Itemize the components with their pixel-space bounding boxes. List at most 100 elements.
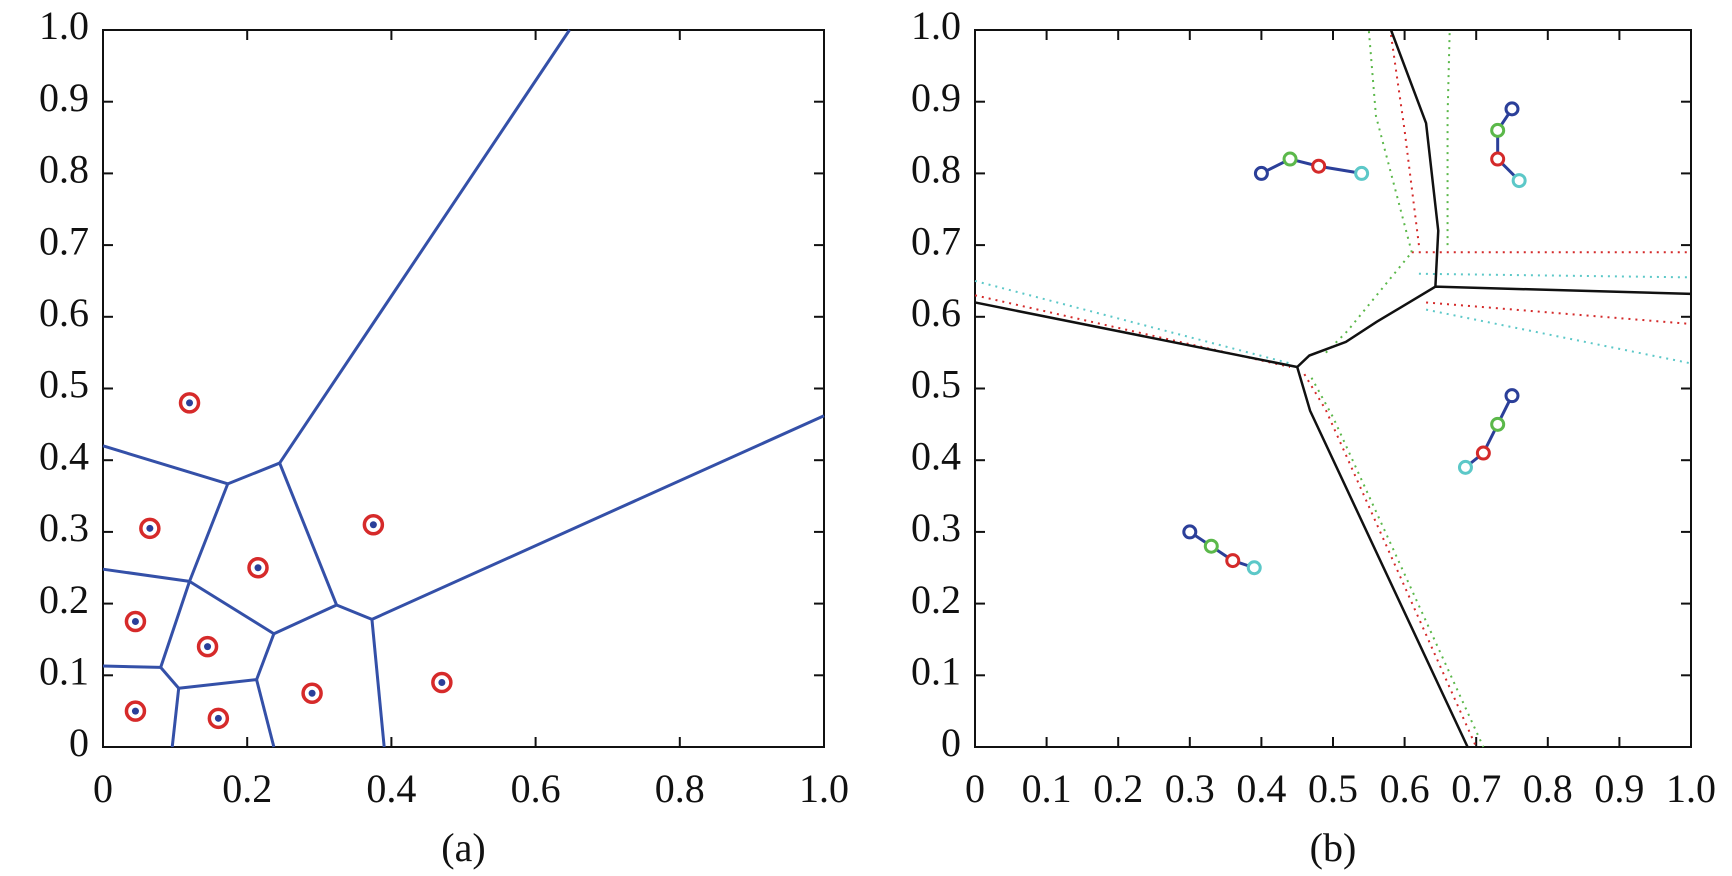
trajectory-line bbox=[1188, 530, 1255, 570]
boundary bbox=[1296, 366, 1469, 748]
trajectory-point bbox=[1253, 165, 1269, 181]
x-tick-label: 0 bbox=[965, 766, 985, 811]
dotted-boundary bbox=[1425, 301, 1692, 325]
y-tick-label: 0.3 bbox=[39, 505, 89, 550]
trajectory-point bbox=[1475, 445, 1491, 461]
y-tick-label: 0.9 bbox=[39, 75, 89, 120]
voronoi-edge bbox=[255, 679, 276, 748]
dotted-boundary bbox=[1303, 373, 1478, 748]
x-tick-label: 0.1 bbox=[1022, 766, 1072, 811]
x-tick-label: 0.4 bbox=[366, 766, 416, 811]
trajectory-point bbox=[1311, 158, 1327, 174]
x-tick-label: 0.2 bbox=[222, 766, 272, 811]
dotted-boundary bbox=[974, 294, 1291, 368]
y-tick-label: 0 bbox=[69, 720, 89, 765]
site-dot bbox=[204, 643, 212, 651]
trajectory-line bbox=[1496, 108, 1521, 182]
voronoi-edge bbox=[255, 633, 276, 681]
trajectory-point bbox=[1490, 151, 1506, 167]
site-dot bbox=[254, 564, 262, 572]
trajectory-point bbox=[1282, 151, 1298, 167]
y-tick-label: 0.1 bbox=[911, 648, 961, 693]
site-dot bbox=[131, 707, 139, 715]
y-tick-label: 0.2 bbox=[911, 577, 961, 622]
voronoi-edge bbox=[188, 580, 275, 635]
y-tick-label: 1.0 bbox=[39, 3, 89, 48]
voronoi-edge bbox=[273, 603, 338, 636]
trajectory-line bbox=[1260, 157, 1362, 175]
y-tick-label: 0.1 bbox=[39, 648, 89, 693]
plot-frame bbox=[974, 29, 1692, 748]
x-tick-label: 0.3 bbox=[1165, 766, 1215, 811]
x-tick-label: 0.8 bbox=[655, 766, 705, 811]
site-dot bbox=[369, 521, 377, 529]
voronoi-edge bbox=[178, 678, 257, 690]
voronoi-edge bbox=[278, 29, 571, 464]
voronoi-edge bbox=[370, 619, 386, 748]
trajectory-point bbox=[1354, 165, 1370, 181]
trajectory-point bbox=[1504, 101, 1520, 117]
trajectory-point bbox=[1182, 524, 1198, 540]
x-tick-label: 1.0 bbox=[799, 766, 849, 811]
y-tick-label: 0.8 bbox=[911, 147, 961, 192]
y-tick-label: 0.5 bbox=[39, 362, 89, 407]
voronoi-edge bbox=[188, 483, 230, 582]
x-tick-label: 0.2 bbox=[1093, 766, 1143, 811]
dotted-boundary bbox=[1446, 29, 1451, 246]
trajectory-point bbox=[1504, 388, 1520, 404]
dotted-boundary bbox=[1389, 29, 1420, 246]
y-tick-label: 0.6 bbox=[911, 290, 961, 335]
y-tick-label: 0.6 bbox=[39, 290, 89, 335]
y-tick-label: 0.7 bbox=[39, 218, 89, 263]
trajectory-point bbox=[1457, 459, 1473, 475]
voronoi-edge bbox=[227, 461, 281, 486]
x-tick-label: 0.8 bbox=[1523, 766, 1573, 811]
site-dot bbox=[214, 714, 222, 722]
trajectory-point bbox=[1490, 122, 1506, 138]
y-tick-label: 0 bbox=[941, 720, 961, 765]
site-dot bbox=[146, 524, 154, 532]
y-tick-label: 0.9 bbox=[911, 75, 961, 120]
x-tick-label: 0.6 bbox=[511, 766, 561, 811]
y-tick-label: 0.4 bbox=[39, 433, 89, 478]
dotted-boundary bbox=[1310, 377, 1485, 748]
trajectory-point bbox=[1203, 538, 1219, 554]
voronoi-edge bbox=[102, 444, 229, 486]
x-tick-label: 1.0 bbox=[1666, 766, 1716, 811]
trajectory-point bbox=[1511, 173, 1527, 189]
y-tick-label: 0.2 bbox=[39, 577, 89, 622]
y-tick-label: 0.7 bbox=[911, 218, 961, 263]
x-tick-label: 0 bbox=[93, 766, 113, 811]
trajectory-point bbox=[1225, 553, 1241, 569]
boundary bbox=[974, 285, 1692, 369]
voronoi-edge bbox=[159, 580, 191, 668]
panel-label: (a) bbox=[441, 825, 485, 870]
dotted-boundary bbox=[1418, 272, 1692, 279]
voronoi-edge bbox=[102, 664, 161, 669]
voronoi-edge bbox=[371, 414, 825, 621]
dotted-boundary bbox=[1325, 251, 1413, 354]
dotted-boundary bbox=[1425, 308, 1692, 365]
site-dot bbox=[186, 399, 194, 407]
x-tick-label: 0.9 bbox=[1594, 766, 1644, 811]
x-tick-label: 0.6 bbox=[1380, 766, 1430, 811]
y-tick-label: 0.3 bbox=[911, 505, 961, 550]
y-tick-label: 0.8 bbox=[39, 147, 89, 192]
voronoi-edge bbox=[278, 462, 338, 606]
voronoi-edge bbox=[159, 666, 180, 690]
trajectory-line bbox=[1464, 394, 1514, 469]
site-dot bbox=[308, 689, 316, 697]
dotted-boundary bbox=[974, 279, 1291, 365]
trajectory-point bbox=[1490, 416, 1506, 432]
x-tick-label: 0.7 bbox=[1451, 766, 1501, 811]
site-dot bbox=[438, 678, 446, 686]
x-tick-label: 0.5 bbox=[1308, 766, 1358, 811]
voronoi-edge bbox=[102, 567, 190, 583]
panel-label: (b) bbox=[1310, 825, 1357, 870]
site-dot bbox=[131, 618, 139, 626]
voronoi-edge bbox=[336, 603, 373, 621]
x-tick-label: 0.4 bbox=[1236, 766, 1286, 811]
dotted-boundary bbox=[1367, 29, 1413, 253]
voronoi-edge bbox=[170, 688, 181, 748]
